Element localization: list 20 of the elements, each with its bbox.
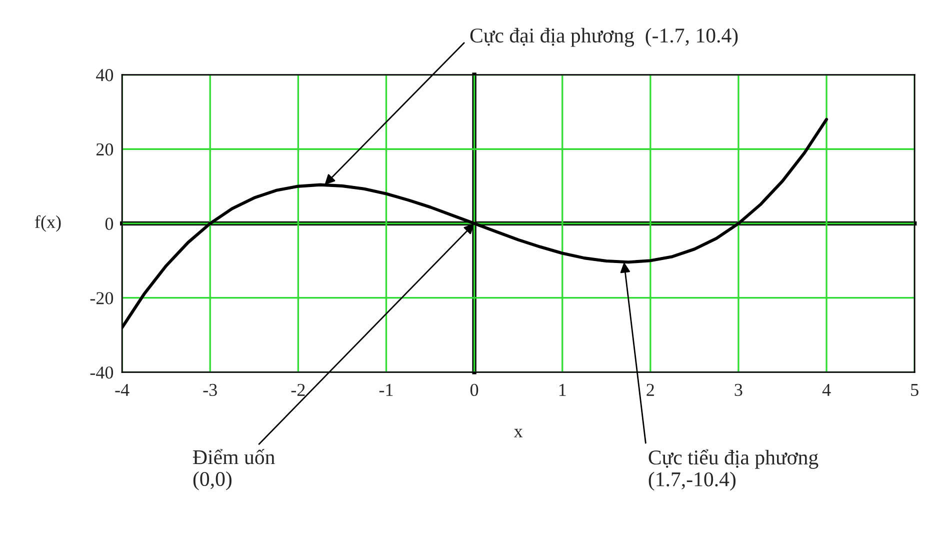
y-tick-label: 20 bbox=[96, 143, 114, 156]
y-tick-label: -20 bbox=[90, 292, 114, 304]
x-tick-label: 2 bbox=[646, 384, 654, 396]
x-tick-label: 1 bbox=[559, 384, 566, 396]
x-tick-label: 3 bbox=[734, 384, 742, 396]
x-tick-label: -3 bbox=[203, 384, 217, 396]
annotation: Cực tiểu địa phương (1.7,-10.4) bbox=[648, 449, 818, 491]
y-tick-label: -40 bbox=[90, 366, 114, 379]
x-tick-label: 5 bbox=[911, 384, 918, 396]
y-tick-label: 0 bbox=[105, 218, 114, 230]
x-tick-label: -2 bbox=[291, 384, 305, 396]
y-tick-label: 40 bbox=[96, 69, 114, 82]
x-tick-label: 4 bbox=[822, 384, 831, 396]
x-tick-label: -1 bbox=[379, 384, 393, 396]
annotation: Cực đại địa phương (-1.7, 10.4) bbox=[470, 28, 738, 47]
annotation: Điểm uốn (0,0) bbox=[193, 448, 275, 490]
x-axis-title: x bbox=[514, 428, 523, 438]
x-tick-label: -4 bbox=[115, 384, 130, 396]
y-axis-title: f(x) bbox=[35, 215, 61, 232]
x-tick-label: 0 bbox=[470, 384, 478, 396]
